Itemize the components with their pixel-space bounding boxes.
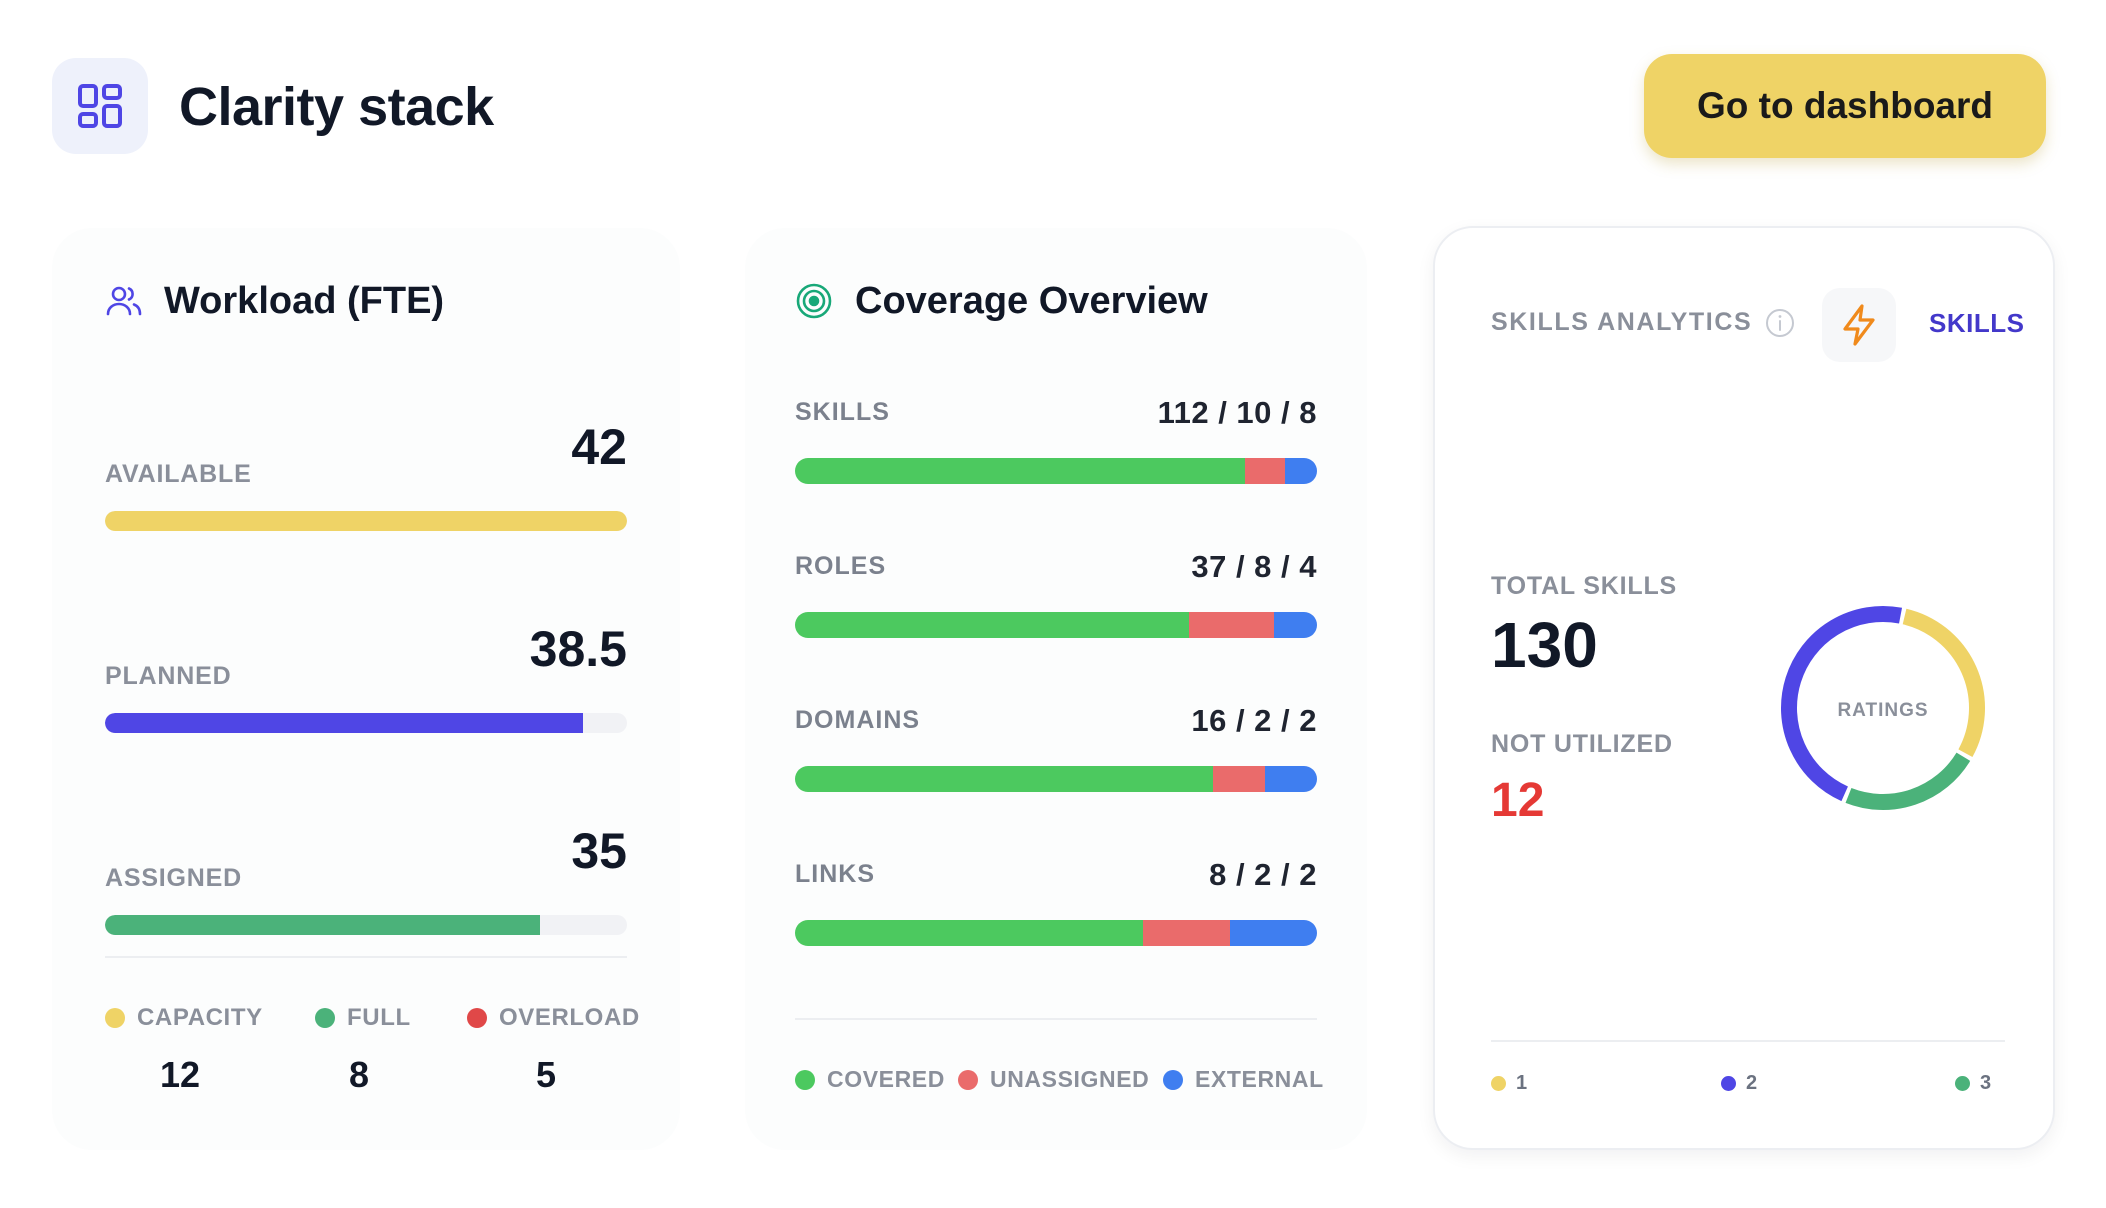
divider [795,1018,1317,1020]
workload-row-assigned: ASSIGNED 35 [105,822,627,935]
coverage-segment-external [1264,766,1317,792]
page-title: Clarity stack [179,77,494,137]
legend-value: 8 [349,1054,370,1095]
donut-segment-rating-1 [1902,608,1985,758]
workload-track [105,713,627,733]
total-skills-value: 130 [1491,609,1598,681]
legend-label: UNASSIGNED [990,1066,1150,1092]
coverage-bar [795,920,1317,946]
legend-dot [1721,1076,1736,1091]
workload-fill [105,511,627,531]
legend-unassigned: UNASSIGNED [958,1066,1149,1093]
legend-dot [958,1069,978,1090]
workload-track [105,511,627,531]
ratings-donut: RATINGS [1781,606,1985,810]
ratings-legend-3: 3 [1955,1072,1991,1095]
workload-row-available: AVAILABLE 42 [105,418,627,531]
workload-value: 42 [571,419,627,475]
coverage-value: 37 / 8 / 4 [1191,549,1317,584]
workload-value: 35 [571,823,627,879]
coverage-value: 8 / 2 / 2 [1209,857,1317,892]
legend-dot [315,1008,335,1028]
workload-value: 38.5 [529,621,627,677]
divider [1491,1040,2005,1042]
donut-segment-rating-3 [1845,752,1971,810]
coverage-segment-unassigned [1143,920,1230,946]
coverage-value: 112 / 10 / 8 [1157,395,1317,430]
legend-dot [467,1008,487,1028]
coverage-segment-unassigned [1189,612,1275,638]
lightning-bolt-button[interactable] [1822,288,1896,362]
coverage-segment-covered [795,612,1190,638]
coverage-bar [795,766,1317,792]
info-icon[interactable] [1765,308,1795,338]
workload-label: ASSIGNED [105,864,242,892]
skills-analytics-card: SKILLS ANALYTICS SKILLS TOTAL SKILLS 130… [1433,226,2055,1150]
coverage-segment-covered [795,766,1213,792]
users-icon [106,286,142,316]
coverage-segment-unassigned [1244,458,1285,484]
total-skills-label: TOTAL SKILLS [1491,572,1677,600]
legend-capacity: CAPACITY [105,1004,263,1032]
lightning-bolt-icon [1843,304,1875,346]
legend-value: 5 [536,1054,557,1095]
legend-label: CAPACITY [137,1004,263,1031]
workload-label: AVAILABLE [105,460,252,488]
legend-label: 3 [1980,1072,1992,1094]
legend-overload: OVERLOAD [467,1004,640,1032]
header: Clarity stack Go to dashboard [52,54,2054,158]
legend-label: FULL [347,1004,411,1031]
coverage-title: Coverage Overview [855,280,1208,322]
legend-label: OVERLOAD [499,1004,640,1031]
legend-covered: COVERED [795,1066,945,1093]
ratings-legend-2: 2 [1721,1072,1757,1095]
workload-row-planned: PLANNED 38.5 [105,620,627,733]
legend-label: 1 [1516,1072,1528,1094]
coverage-segment-covered [795,920,1143,946]
not-utilized-value: 12 [1491,774,1545,827]
coverage-segment-external [1284,458,1317,484]
coverage-label: ROLES [795,552,887,580]
coverage-card: Coverage Overview SKILLS 112 / 10 / 8 RO… [745,228,1367,1150]
legend-dot [1491,1076,1506,1091]
divider [105,956,627,958]
coverage-label: LINKS [795,860,875,888]
legend-label: 2 [1746,1072,1758,1094]
coverage-segment-external [1274,612,1317,638]
workload-label: PLANNED [105,662,232,690]
not-utilized-label: NOT UTILIZED [1491,730,1673,758]
coverage-segment-covered [795,458,1245,484]
legend-label: COVERED [827,1066,945,1092]
target-icon [796,283,832,319]
coverage-label: DOMAINS [795,706,921,734]
coverage-value: 16 / 2 / 2 [1191,703,1317,738]
workload-track [105,915,627,935]
dashboard-grid-icon [52,58,148,154]
go-to-dashboard-button[interactable]: Go to dashboard [1644,54,2046,158]
skills-analytics-heading: SKILLS ANALYTICS [1491,308,1753,336]
workload-card: Workload (FTE) AVAILABLE 42 PLANNED 38.5… [52,228,680,1150]
donut-segment-rating-2 [1781,606,1903,802]
workload-fill [105,713,584,733]
legend-value: 12 [160,1054,201,1095]
legend-label: EXTERNAL [1195,1066,1324,1092]
coverage-segment-unassigned [1212,766,1265,792]
legend-dot [795,1069,815,1090]
legend-dot [105,1008,125,1028]
legend-external: EXTERNAL [1163,1066,1324,1093]
coverage-bar [795,458,1317,484]
skills-link[interactable]: SKILLS [1929,308,2025,338]
legend-dot [1955,1076,1970,1091]
coverage-label: SKILLS [795,398,890,426]
ratings-legend-1: 1 [1491,1072,1527,1095]
donut-center-label: RATINGS [1837,700,1928,721]
workload-fill [105,915,540,935]
legend-full: FULL [315,1004,411,1032]
legend-dot [1163,1069,1183,1090]
coverage-segment-external [1230,920,1317,946]
coverage-bar [795,612,1317,638]
workload-title: Workload (FTE) [164,280,445,322]
